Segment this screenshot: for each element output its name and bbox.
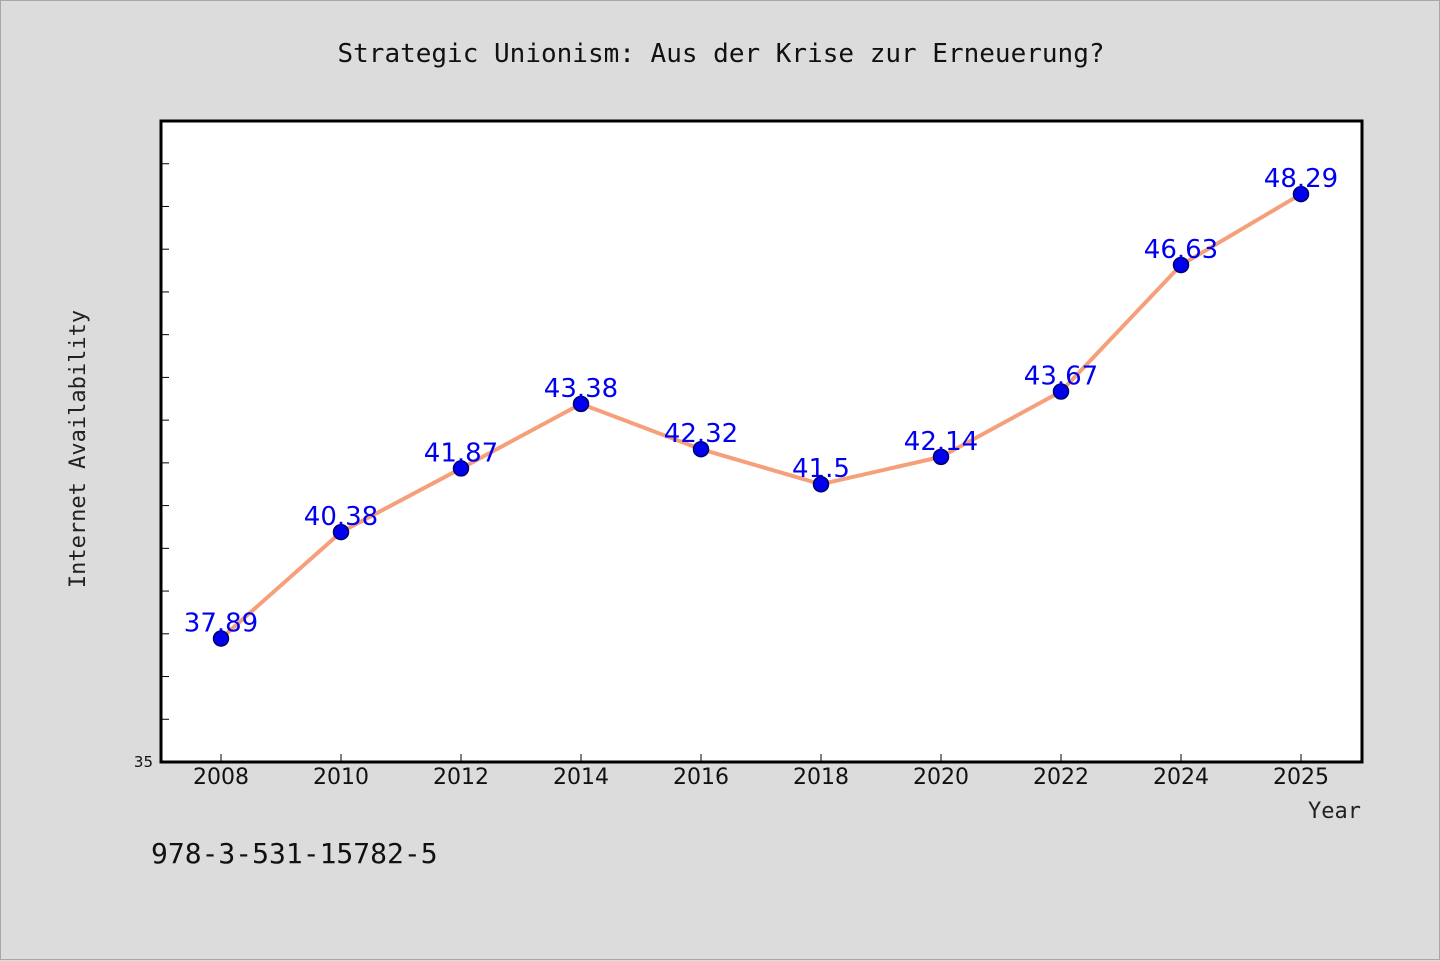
data-label: 37.89 bbox=[184, 609, 258, 639]
data-series bbox=[212, 185, 1310, 647]
data-point bbox=[812, 475, 830, 493]
x-tick-label: 2010 bbox=[313, 765, 369, 790]
x-tick-label: 2020 bbox=[913, 765, 969, 790]
x-tick-label: 2014 bbox=[553, 765, 609, 790]
series-line bbox=[219, 192, 1303, 641]
data-label: 43.38 bbox=[544, 374, 618, 404]
data-label: 41.5 bbox=[792, 454, 850, 484]
x-tick-label: 2008 bbox=[193, 765, 249, 790]
data-point bbox=[452, 460, 470, 477]
data-label: 42.32 bbox=[664, 419, 738, 449]
x-tick-label: 2022 bbox=[1033, 765, 1089, 790]
data-point bbox=[1292, 185, 1310, 203]
data-point bbox=[332, 523, 350, 541]
data-label: 43.67 bbox=[1024, 362, 1098, 392]
data-labels: 37.89 40.38 41.87 43.38 42.32 41.5 42.14 43.67 4… bbox=[184, 164, 1338, 638]
data-point bbox=[932, 448, 950, 466]
plot-area bbox=[159, 119, 1364, 764]
data-point bbox=[692, 440, 710, 458]
x-tick-label: 2025 bbox=[1273, 765, 1329, 790]
data-point bbox=[572, 395, 590, 413]
x-axis-ticks: 2008 2010 2012 2014 2016 2018 2020 2022 2024 2025 bbox=[193, 754, 1329, 790]
data-point bbox=[1172, 256, 1190, 274]
data-label: 42.14 bbox=[904, 427, 978, 457]
data-point bbox=[1052, 383, 1070, 400]
x-tick-label: 2018 bbox=[793, 765, 849, 790]
x-tick-label: 2024 bbox=[1153, 765, 1209, 790]
y-axis-ticks bbox=[161, 163, 169, 720]
y-axis-label: Internet Availability bbox=[66, 310, 91, 588]
data-label: 41.87 bbox=[424, 438, 498, 468]
x-tick-label: 2016 bbox=[673, 765, 729, 790]
y-axis-min-label: 35 bbox=[134, 753, 153, 771]
x-tick-label: 2012 bbox=[433, 765, 489, 790]
data-label: 48.29 bbox=[1264, 164, 1338, 194]
data-label: 40.38 bbox=[304, 502, 378, 532]
isbn-text: 978-3-531-15782-5 bbox=[151, 837, 438, 870]
x-axis-label: Year bbox=[1308, 799, 1361, 824]
chart-title: Strategic Unionism: Aus der Krise zur Er… bbox=[337, 39, 1104, 69]
data-point bbox=[212, 630, 230, 647]
data-label: 46.63 bbox=[1144, 235, 1218, 265]
